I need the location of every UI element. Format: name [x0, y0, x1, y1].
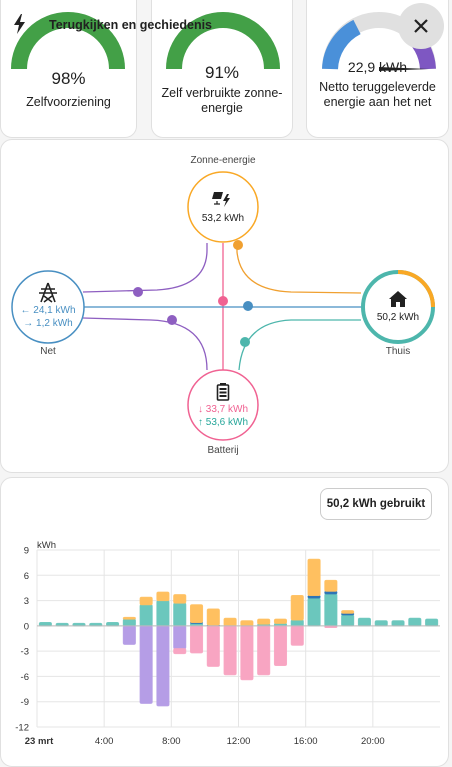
bar-grid_out — [173, 648, 187, 655]
bar-grid_in — [341, 614, 355, 627]
bar-solar — [223, 617, 237, 627]
gauge-card-self-sufficiency: 98% Zelfvoorziening — [0, 0, 137, 138]
close-icon — [414, 19, 428, 33]
bar-grid_in — [139, 604, 153, 627]
transmission-tower-icon — [39, 282, 57, 303]
bar-grid_in — [106, 621, 120, 627]
bar-grid_in — [290, 619, 304, 627]
gauge-needle-icon — [379, 67, 429, 71]
gauge-card-net-export: 22,9 kWh Netto teruggeleverde energie aa… — [306, 0, 449, 138]
y-tick-label: -9 — [21, 697, 29, 708]
bar-battery_out — [173, 625, 187, 650]
y-tick-label: -12 — [15, 723, 29, 734]
bar-grid_out — [240, 625, 254, 681]
bar-solar — [173, 594, 187, 604]
bar-solar — [257, 618, 271, 625]
gauge-self-consumption — [166, 12, 280, 70]
battery-label: Batterij — [207, 445, 239, 456]
bar-grid_in — [122, 618, 136, 627]
y-tick-label: 3 — [24, 596, 29, 607]
bar-solar — [240, 620, 254, 627]
energy-distribution-card: Zonne-energie 53,2 kWh ← 24,1 kWh → 1,2 … — [0, 139, 449, 473]
bar-solar — [206, 608, 220, 626]
x-tick-label: 8:00 — [162, 736, 181, 747]
grid-import-value[interactable]: ← 24,1 kWh — [20, 305, 76, 316]
gauge-label: Zelf verbruikte zonne-energie — [161, 86, 283, 115]
bar-grid_in — [324, 593, 338, 627]
solar-label: Zonne-energie — [190, 155, 256, 166]
bar-solar — [122, 616, 136, 620]
home-icon — [389, 291, 407, 307]
bar-solar — [324, 579, 338, 592]
usage-total-button[interactable]: 50,2 kWh gebruikt — [320, 488, 432, 520]
bar-grid_in — [425, 618, 439, 627]
battery-charge-value[interactable]: ↑ 53,6 kWh — [197, 417, 249, 428]
bolt-icon — [14, 14, 25, 34]
bar-grid_out — [223, 625, 237, 676]
gauge-card-self-consumption: 91% Zelf verbruikte zonne-energie — [151, 0, 293, 138]
bar-grid_in — [408, 617, 422, 627]
bar-grid_out — [206, 625, 220, 667]
bar-grid_in — [357, 617, 371, 627]
bar-grid_out — [290, 625, 304, 646]
bar-solar — [189, 604, 204, 623]
x-tick-label: 12:00 — [227, 736, 251, 747]
bar-grid_in — [374, 620, 388, 627]
energy-flow-diagram — [11, 171, 435, 441]
y-tick-label: -6 — [21, 672, 29, 683]
y-axis-label: kWh — [37, 540, 56, 551]
bar-solar — [290, 595, 304, 621]
x-tick-label: 4:00 — [95, 736, 114, 747]
bar-solar — [156, 591, 170, 602]
bar-battery_out — [122, 625, 136, 645]
battery-discharge-value[interactable]: ↓ 33,7 kWh — [197, 404, 249, 415]
gauge-self-sufficiency — [11, 12, 125, 70]
solar-panel-icon — [212, 192, 230, 207]
bar-solar — [341, 610, 355, 614]
solar-value[interactable]: 53,2 kWh — [201, 213, 245, 224]
bar-solar — [273, 618, 288, 624]
bar-grid_out — [257, 625, 271, 676]
bar-grid_in — [38, 621, 52, 627]
bar-grid_in — [307, 597, 321, 627]
dialog-title: Terugkijken en gechiedenis — [49, 18, 213, 32]
bar-grid_in — [156, 600, 170, 627]
y-tick-label: 6 — [24, 571, 29, 582]
gauge-label: Netto teruggeleverde energie aan het net — [319, 80, 436, 109]
gauge-value: 98% — [51, 69, 86, 88]
bar-grid_out — [189, 625, 204, 654]
gauge-value: 22,9 kWh — [347, 59, 408, 75]
x-tick-label: 16:00 — [294, 736, 318, 747]
dialog-header: Terugkijken en gechiedenis — [0, 0, 452, 52]
bar-battery_out — [156, 625, 170, 707]
gauge-label: Zelfvoorziening — [26, 95, 111, 109]
close-button[interactable] — [398, 3, 444, 49]
bar-battery_out — [139, 625, 153, 704]
battery-icon — [216, 383, 230, 401]
grid-label: Net — [40, 346, 56, 357]
y-tick-label: 9 — [24, 546, 29, 557]
x-tick-label: 20:00 — [361, 736, 385, 747]
bar-grid_in — [173, 602, 187, 627]
bar-grid_out — [273, 625, 288, 666]
y-tick-label: 0 — [24, 621, 29, 632]
grid-export-value[interactable]: → 1,2 kWh — [23, 318, 73, 329]
gauge-value: 91% — [204, 63, 240, 82]
y-tick-label: -3 — [21, 647, 29, 658]
home-label: Thuis — [385, 346, 411, 357]
bar-grid_in — [391, 620, 405, 627]
x-tick-label: 23 mrt — [25, 736, 54, 747]
bar-solar — [139, 596, 153, 606]
bar-solar — [307, 558, 321, 597]
home-value[interactable]: 50,2 kWh — [376, 312, 420, 323]
